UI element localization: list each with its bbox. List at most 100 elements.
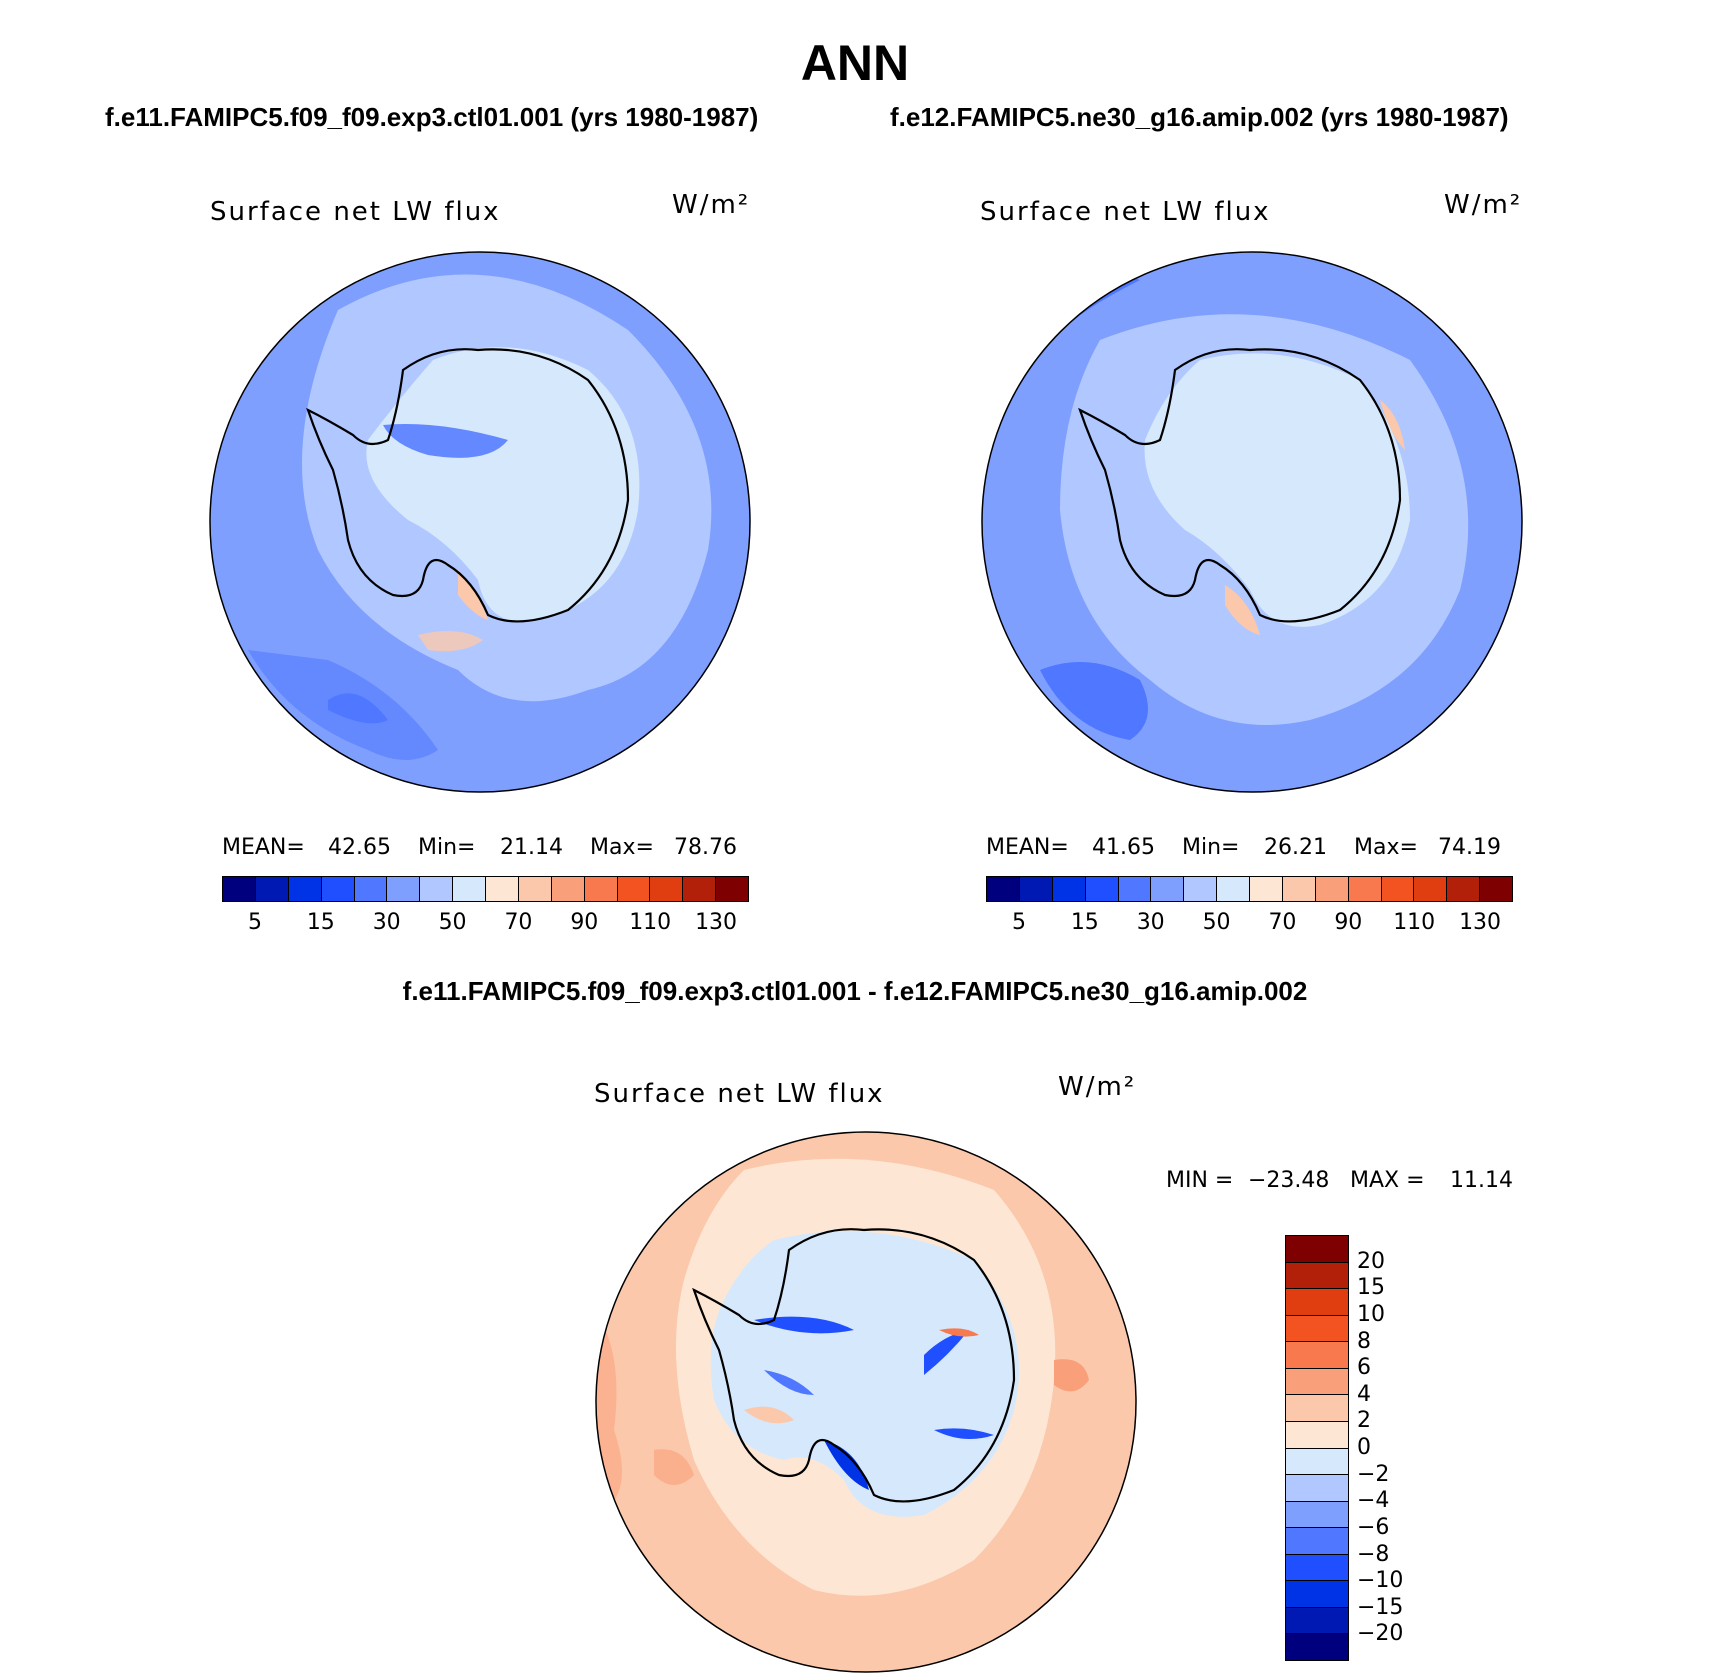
panel1-colorbar-tick-label: 30 — [372, 910, 401, 935]
panel2-min-value: 26.21 — [1264, 835, 1327, 860]
panel1-colorbar-box — [453, 877, 486, 901]
panel2-colorbar-box — [1414, 877, 1448, 901]
panel1-variable-label: Surface net LW flux — [210, 197, 501, 227]
panel2-min-label: Min= — [1182, 835, 1240, 860]
panel1-colorbar-box — [486, 877, 519, 901]
panel2-colorbar-tick-label: 5 — [1011, 910, 1026, 935]
panel2-colorbar-box — [1381, 877, 1415, 901]
panel2-colorbar-tick-label: 130 — [1459, 910, 1502, 935]
panel2-colorbar-box — [1480, 877, 1512, 901]
diff-colorbar-box — [1286, 1315, 1348, 1343]
diff-colorbar-box — [1286, 1607, 1348, 1635]
panel1-min-value: 21.14 — [500, 835, 563, 860]
panel2-colorbar-box — [1019, 877, 1053, 901]
diff-variable-label: Surface net LW flux — [594, 1079, 885, 1109]
panel1-colorbar-box — [354, 877, 388, 901]
diff-colorbar-tick-label: 0 — [1357, 1435, 1371, 1460]
diff-colorbar-tick-label: −10 — [1357, 1568, 1404, 1594]
diff-colorbar-tick-label: −8 — [1357, 1541, 1390, 1567]
panel2-colorbar-box — [1085, 877, 1119, 901]
diff-colorbar-box — [1286, 1289, 1348, 1316]
panel2-colorbar-box — [1217, 877, 1250, 901]
panel2-colorbar-box — [1282, 877, 1316, 901]
panel1-colorbar-tick-label: 110 — [629, 910, 672, 935]
diff-colorbar-box — [1286, 1262, 1348, 1290]
panel1-polar-map — [209, 251, 751, 793]
diff-polar-map — [595, 1131, 1137, 1673]
diff-colorbar-box — [1286, 1528, 1348, 1555]
panel1-colorbar-tick-label: 90 — [570, 910, 599, 935]
panel1-colorbar — [222, 876, 749, 902]
panel2-colorbar-box — [1118, 877, 1152, 901]
diff-colorbar-box — [1286, 1475, 1348, 1502]
diff-colorbar-box — [1286, 1342, 1348, 1369]
panel1-colorbar-box — [617, 877, 651, 901]
diff-colorbar-ticks: 20 15 10 8 6 4 2 0 −2 −4 −6 −8 −10 −15 −20 — [1357, 1235, 1437, 1661]
panel2-colorbar-tick-label: 110 — [1393, 910, 1436, 935]
diff-colorbar-box — [1286, 1501, 1348, 1529]
diff-colorbar-tick-label: −6 — [1357, 1514, 1390, 1540]
panel2-colorbar-box — [1250, 877, 1283, 901]
panel1-colorbar-box — [255, 877, 289, 901]
diff-colorbar-tick-label: 8 — [1357, 1328, 1371, 1354]
panel2-colorbar-tick-label: 70 — [1268, 910, 1297, 935]
panel1-colorbar-box — [716, 877, 748, 901]
diff-colorbar-tick-label: −20 — [1357, 1621, 1404, 1647]
panel2-colorbar-box — [1348, 877, 1382, 901]
diff-colorbar-box — [1286, 1236, 1348, 1263]
panel1-colorbar-box — [584, 877, 618, 901]
diff-colorbar-tick-label: 6 — [1357, 1355, 1371, 1381]
panel2-colorbar-box — [1052, 877, 1086, 901]
panel2-max-value: 74.19 — [1438, 835, 1501, 860]
diff-colorbar-box — [1286, 1448, 1348, 1476]
panel1-colorbar-tick-label: 70 — [504, 910, 533, 935]
diff-colorbar-box — [1286, 1421, 1348, 1449]
panel2-units-label: W/m² — [1444, 190, 1523, 220]
panel2-colorbar-ticks: 5 15 30 50 70 90 110 130 — [986, 910, 1513, 940]
panel1-colorbar-box — [518, 877, 552, 901]
panel2-colorbar-tick-label: 50 — [1202, 910, 1231, 935]
diff-colorbar-box — [1286, 1634, 1348, 1660]
diff-colorbar-tick-label: 15 — [1357, 1275, 1385, 1301]
diff-colorbar-box — [1286, 1581, 1348, 1608]
panel2-colorbar-box — [1447, 877, 1481, 901]
diff-colorbar-tick-label: 2 — [1357, 1408, 1371, 1434]
panel2-polar-map — [981, 251, 1523, 793]
diff-units-label: W/m² — [1058, 1072, 1137, 1102]
panel1-units-label: W/m² — [672, 190, 751, 220]
diff-max-value: 11.14 — [1450, 1168, 1513, 1193]
panel1-colorbar-box — [683, 877, 717, 901]
panel1-colorbar-box — [650, 877, 684, 901]
panel1-colorbar-box — [387, 877, 421, 901]
panel1-mean-value: 42.65 — [328, 835, 391, 860]
panel2-colorbar-box — [1151, 877, 1185, 901]
diff-title: f.e11.FAMIPC5.f09_f09.exp3.ctl01.001 - f… — [402, 976, 1308, 1006]
diff-colorbar-box — [1286, 1368, 1348, 1396]
diff-colorbar-tick-label: 20 — [1357, 1248, 1385, 1274]
diff-colorbar-tick-label: −15 — [1357, 1594, 1404, 1620]
panel2-variable-label: Surface net LW flux — [980, 197, 1271, 227]
panel1-colorbar-tick-label: 50 — [438, 910, 467, 935]
panel2-colorbar-box — [1184, 877, 1218, 901]
panel1-mean-label: MEAN= — [222, 835, 305, 860]
panel2-colorbar-box — [987, 877, 1020, 901]
diff-colorbar — [1285, 1235, 1349, 1661]
case2-title: f.e12.FAMIPC5.ne30_g16.amip.002 (yrs 198… — [890, 102, 1509, 132]
diff-colorbar-tick-label: 4 — [1357, 1381, 1371, 1407]
panel2-colorbar-tick-label: 30 — [1136, 910, 1165, 935]
main-title: ANN — [800, 35, 910, 91]
panel1-max-label: Max= — [590, 835, 654, 860]
panel1-colorbar-box — [321, 877, 355, 901]
diff-colorbar-box — [1286, 1395, 1348, 1422]
panel1-colorbar-box — [420, 877, 454, 901]
panel1-colorbar-tick-label: 130 — [695, 910, 738, 935]
case1-title: f.e11.FAMIPC5.f09_f09.exp3.ctl01.001 (yr… — [105, 102, 759, 132]
panel2-colorbar-tick-label: 90 — [1334, 910, 1363, 935]
panel2-colorbar-box — [1315, 877, 1349, 901]
diff-colorbar-box — [1286, 1554, 1348, 1582]
panel1-max-value: 78.76 — [674, 835, 737, 860]
panel1-colorbar-tick-label: 5 — [247, 910, 262, 935]
panel2-colorbar-tick-label: 15 — [1070, 910, 1099, 935]
panel2-mean-value: 41.65 — [1092, 835, 1155, 860]
diff-colorbar-tick-label: −2 — [1357, 1461, 1390, 1487]
